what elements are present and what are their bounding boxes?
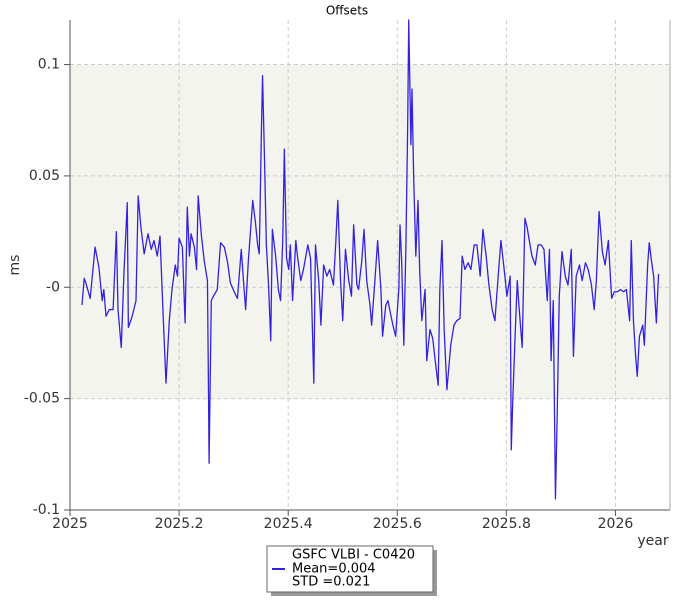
x-axis-label: year	[637, 533, 668, 549]
y-tick-label: -0.05	[24, 391, 60, 407]
plot-area: -0.1 -0.05 -0 0.05 0.1 2025 2025.2 2025.4 2025.6…	[24, 19, 671, 532]
legend-stat: Mean=0.004	[292, 562, 376, 577]
legend-box	[266, 545, 434, 593]
y-tick-label: -0	[46, 279, 60, 295]
legend-label: GSFC VLBI - C0420	[292, 548, 415, 563]
y-tick-label: -0.1	[33, 502, 60, 518]
x-tick-label: 2025.8	[482, 516, 531, 532]
x-tick-label: 2025.2	[155, 516, 204, 532]
chart-title: Offsets	[326, 4, 368, 18]
shaded-band	[70, 64, 670, 399]
x-tick-label: 2025.6	[373, 516, 422, 532]
y-axis-label: ms	[7, 255, 23, 276]
y-tick-label: 0.05	[29, 168, 60, 184]
y-tick-label: 0.1	[38, 57, 60, 73]
data-line	[81, 19, 660, 500]
x-tick-label: 2025	[52, 516, 88, 532]
legend-stat: STD =0.021	[292, 575, 370, 590]
x-tick-label: 2025.4	[264, 516, 313, 532]
x-tick-label: 2026	[598, 516, 634, 532]
